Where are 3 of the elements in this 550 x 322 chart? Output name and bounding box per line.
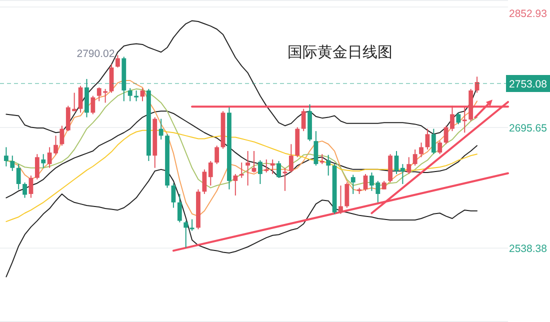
ref-line-label: 2753.08 [509, 78, 548, 91]
annotation: 2790.02 [76, 48, 115, 60]
title: 国际黄金日线图 [288, 43, 392, 61]
